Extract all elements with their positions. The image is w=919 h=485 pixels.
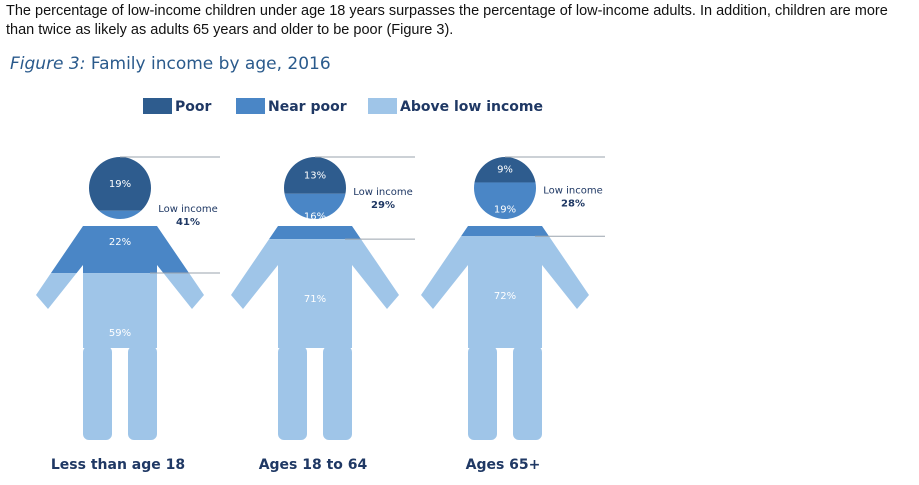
title: Family income by age, 2016 [91,54,331,74]
low-income-value: 28% [561,199,585,210]
person [36,157,204,440]
category-label: Ages 65+ [466,457,541,473]
legend-swatch [236,98,265,114]
legend-label: Poor [175,99,211,115]
value-label: 59% [109,328,131,339]
low-income-value: 41% [176,217,200,228]
value-label: 71% [304,294,326,305]
legend-swatch [368,98,397,114]
value-label: 13% [304,170,326,181]
legend-label: Near poor [268,99,347,115]
low-income-value: 29% [371,200,395,211]
intro-text: The percentage of low-income children un… [6,3,888,38]
segment [231,239,399,440]
value-label: 19% [109,179,131,190]
figure-label: Figure 3: [10,54,85,74]
low-income-label: Low income [158,204,218,215]
value-label: 72% [494,291,516,302]
category-label: Ages 18 to 64 [259,457,368,473]
low-income-label: Low income [543,186,603,197]
figure-title: Figure 3: Family income by age, 2016 [10,54,331,74]
legend-swatch [143,98,172,114]
category-label: Less than age 18 [51,457,185,473]
value-label: 19% [494,204,516,215]
legend-label: Above low income [400,99,543,115]
value-label: 16% [304,211,326,222]
low-income-label: Low income [353,187,413,198]
value-label: 22% [109,237,131,248]
value-label: 9% [497,165,513,176]
segment [36,273,204,440]
segment [421,236,589,440]
